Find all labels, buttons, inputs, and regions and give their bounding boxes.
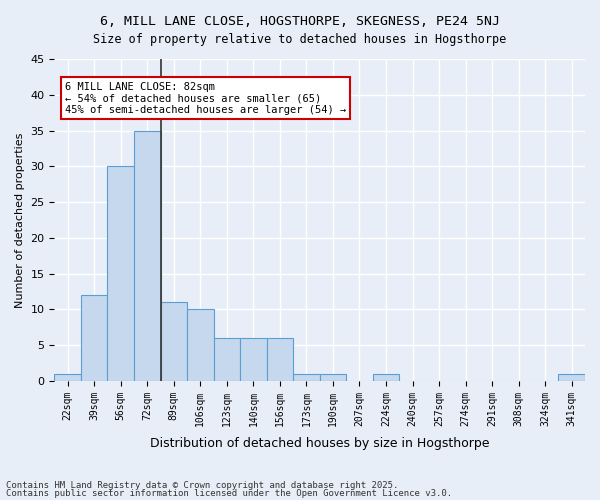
Bar [320,374,346,381]
Bar [373,374,399,381]
Bar [55,374,81,381]
Bar [266,338,293,381]
X-axis label: Distribution of detached houses by size in Hogsthorpe: Distribution of detached houses by size … [150,437,490,450]
Bar [240,338,266,381]
Text: Size of property relative to detached houses in Hogsthorpe: Size of property relative to detached ho… [94,32,506,46]
Bar [214,338,240,381]
Bar [134,130,161,381]
Y-axis label: Number of detached properties: Number of detached properties [15,132,25,308]
Bar [559,374,585,381]
Text: 6, MILL LANE CLOSE, HOGSTHORPE, SKEGNESS, PE24 5NJ: 6, MILL LANE CLOSE, HOGSTHORPE, SKEGNESS… [100,15,500,28]
Bar [293,374,320,381]
Bar [187,310,214,381]
Bar [81,295,107,381]
Text: 6 MILL LANE CLOSE: 82sqm
← 54% of detached houses are smaller (65)
45% of semi-d: 6 MILL LANE CLOSE: 82sqm ← 54% of detach… [65,82,346,114]
Text: Contains public sector information licensed under the Open Government Licence v3: Contains public sector information licen… [6,488,452,498]
Text: Contains HM Land Registry data © Crown copyright and database right 2025.: Contains HM Land Registry data © Crown c… [6,481,398,490]
Bar [107,166,134,381]
Bar [161,302,187,381]
